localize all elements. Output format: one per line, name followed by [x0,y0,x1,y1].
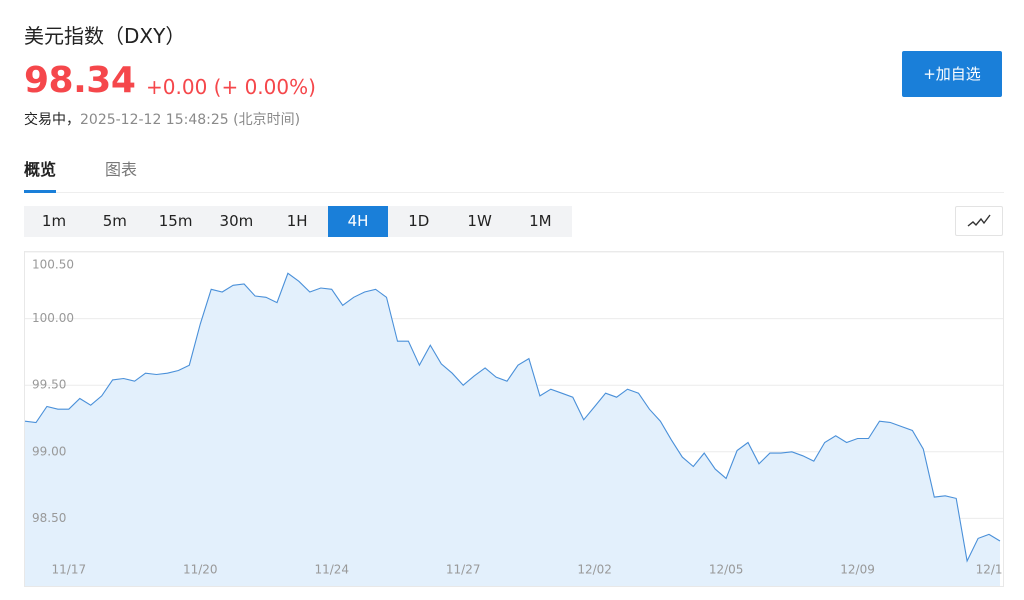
x-tick-label: 11/17 [52,563,87,577]
y-tick-label: 99.00 [32,444,66,458]
timestamp: 2025-12-12 15:48:25 (北京时间) [80,112,301,128]
y-tick-label: 99.50 [32,378,66,392]
tab[interactable]: 概览 [24,156,57,193]
tab-bar: 概览 图表 [24,156,1004,193]
interval-button[interactable]: 1H [286,212,308,230]
chart-type-icon [967,214,991,227]
interval-button[interactable]: 30m [219,212,254,230]
follow-button[interactable]: +加自选 [902,51,1002,97]
y-tick-label: 100.00 [32,311,74,325]
title: 美元指数（DXY） [24,24,186,48]
interval-bar: 1m 5m 15m 30m 1H 4H 1D 1W 1M [24,206,572,237]
chart-type-button[interactable] [955,206,1003,236]
status-line: 交易中，2025-12-12 15:48:25 (北京时间) [24,109,300,129]
x-tick-label: 12/1 [976,563,1003,577]
interval-button[interactable]: 15m [158,212,193,230]
chart: 98.50 99.00 99.50 100.00 100.50 11/17 11/20 11/… [24,251,1004,587]
market-status: 交易中， [24,112,80,128]
x-tick-label: 12/02 [577,563,612,577]
tab[interactable]: 图表 [105,160,138,179]
x-tick-label: 12/05 [709,563,744,577]
interval-button[interactable]: 1W [467,212,492,230]
x-tick-label: 11/27 [446,563,481,577]
interval-button[interactable]: 4H [328,206,388,237]
interval-button[interactable]: 1M [529,212,552,230]
x-tick-label: 11/24 [314,563,349,577]
line [24,272,1001,563]
price: 98.34 [24,60,136,101]
x-tick-label: 11/20 [183,563,218,577]
interval-button[interactable]: 5m [102,212,127,230]
price-change: +0.00 (+ 0.00%) [146,75,316,99]
area [25,273,1000,586]
x-tick-label: 12/09 [840,563,875,577]
interval-button[interactable]: 1D [408,212,430,230]
y-tick-label: 98.50 [32,511,66,525]
interval-button[interactable]: 1m [41,212,67,230]
y-tick-label: 100.50 [32,258,74,272]
